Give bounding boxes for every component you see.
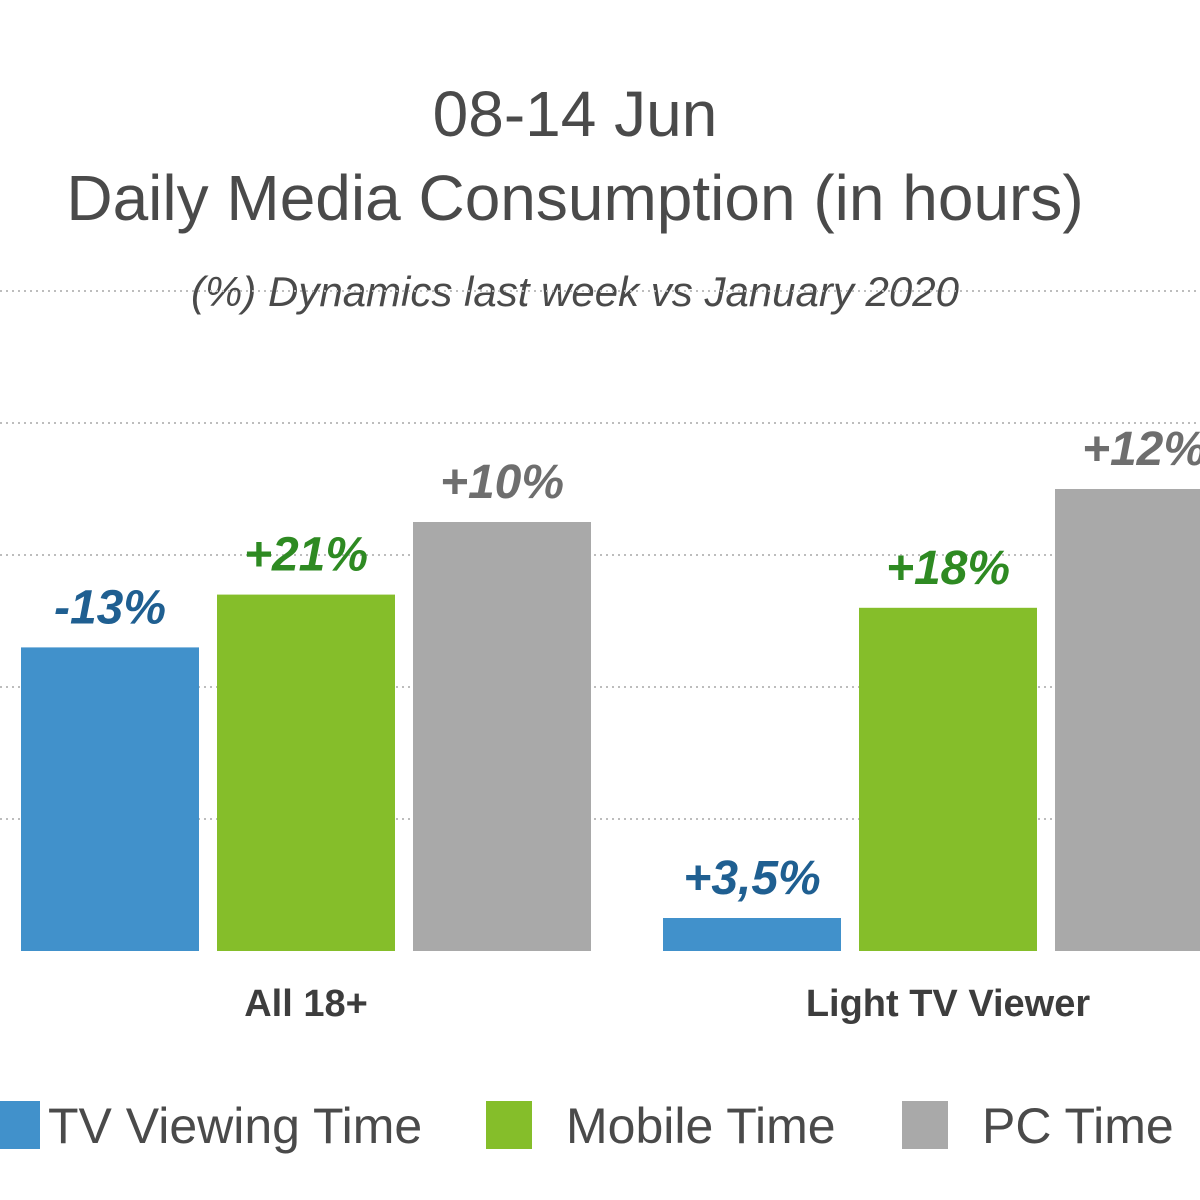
legend-label-tv: TV Viewing Time bbox=[48, 1098, 423, 1154]
bar-tv-0 bbox=[21, 647, 199, 951]
data-label-pc-1: +12% bbox=[1082, 423, 1200, 476]
bar-tv-1 bbox=[663, 918, 841, 951]
chart-subtitle: Daily Media Consumption (in hours) bbox=[66, 162, 1084, 234]
legend-label-mobile: Mobile Time bbox=[566, 1098, 836, 1154]
category-label-0: All 18+ bbox=[244, 983, 368, 1025]
bar-mobile-1 bbox=[859, 607, 1037, 951]
chart-title: 08-14 Jun bbox=[432, 78, 718, 150]
legend-swatch-pc bbox=[902, 1101, 948, 1149]
bar-pc-0 bbox=[413, 522, 591, 951]
data-label-mobile-1: +18% bbox=[886, 542, 1010, 595]
category-label-1: Light TV Viewer bbox=[806, 983, 1091, 1025]
data-label-tv-1: +3,5% bbox=[683, 852, 820, 905]
data-label-tv-0: -13% bbox=[54, 581, 166, 634]
bar-mobile-0 bbox=[217, 594, 395, 951]
legend-swatch-tv bbox=[0, 1101, 40, 1149]
data-label-mobile-0: +21% bbox=[244, 529, 368, 582]
legend-swatch-mobile bbox=[486, 1101, 532, 1149]
bar-pc-1 bbox=[1055, 489, 1200, 951]
data-label-pc-0: +10% bbox=[440, 456, 564, 509]
legend-label-pc: PC Time bbox=[982, 1098, 1174, 1154]
